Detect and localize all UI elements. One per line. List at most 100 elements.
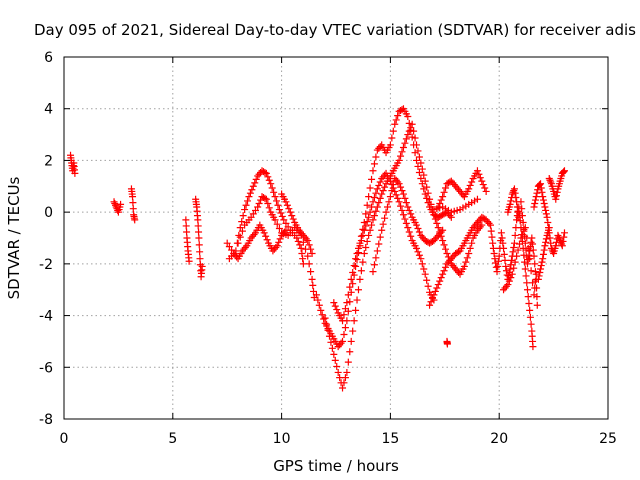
data-point bbox=[437, 196, 445, 204]
data-point bbox=[437, 228, 445, 236]
data-point bbox=[261, 168, 269, 176]
data-point bbox=[514, 246, 522, 254]
data-point bbox=[513, 203, 521, 211]
data-point bbox=[275, 238, 283, 246]
data-point bbox=[297, 244, 305, 252]
data-point bbox=[525, 251, 533, 259]
data-point bbox=[479, 181, 487, 189]
data-point bbox=[439, 270, 447, 278]
data-point bbox=[542, 206, 550, 214]
data-point bbox=[521, 232, 529, 240]
data-point bbox=[399, 190, 407, 198]
data-point bbox=[397, 152, 405, 160]
data-point bbox=[376, 194, 384, 202]
data-point bbox=[507, 197, 515, 205]
data-point bbox=[271, 193, 279, 201]
y-tick-label: 6 bbox=[44, 50, 53, 66]
data-point bbox=[543, 213, 551, 221]
data-point bbox=[344, 358, 352, 366]
data-point bbox=[315, 301, 323, 309]
data-point bbox=[508, 270, 516, 278]
data-point bbox=[286, 208, 294, 216]
data-point bbox=[495, 252, 503, 260]
data-point bbox=[394, 194, 402, 202]
data-point bbox=[194, 216, 202, 224]
data-point bbox=[262, 232, 270, 240]
data-point bbox=[385, 198, 393, 206]
data-point bbox=[522, 246, 530, 254]
data-point bbox=[545, 175, 553, 183]
data-point bbox=[524, 293, 532, 301]
data-point bbox=[410, 141, 418, 149]
data-point bbox=[238, 227, 246, 235]
data-point bbox=[353, 256, 361, 264]
data-point bbox=[526, 247, 534, 255]
data-point bbox=[354, 286, 362, 294]
data-point bbox=[394, 112, 402, 120]
data-point bbox=[519, 218, 527, 226]
data-point bbox=[375, 240, 383, 248]
data-point bbox=[402, 135, 410, 143]
data-point bbox=[246, 189, 254, 197]
data-point bbox=[533, 284, 541, 292]
data-point bbox=[320, 315, 328, 323]
data-point bbox=[524, 256, 532, 264]
data-point bbox=[533, 301, 541, 309]
data-point bbox=[545, 224, 553, 232]
data-point bbox=[373, 203, 381, 211]
data-point bbox=[278, 212, 286, 220]
x-tick-label: 10 bbox=[273, 431, 291, 447]
data-point bbox=[182, 216, 190, 224]
data-point bbox=[378, 190, 386, 198]
data-point bbox=[547, 239, 555, 247]
data-point bbox=[538, 258, 546, 266]
data-point bbox=[411, 149, 419, 157]
data-point bbox=[420, 185, 428, 193]
data-point bbox=[417, 175, 425, 183]
data-point bbox=[535, 272, 543, 280]
data-point bbox=[314, 296, 322, 304]
data-point bbox=[402, 199, 410, 207]
data-point bbox=[560, 168, 568, 176]
y-tick-label: -4 bbox=[39, 309, 53, 325]
data-point bbox=[510, 243, 518, 251]
data-point bbox=[324, 326, 332, 334]
data-point bbox=[530, 252, 538, 260]
data-point bbox=[414, 225, 422, 233]
data-point bbox=[386, 193, 394, 201]
data-point bbox=[350, 262, 358, 270]
data-point bbox=[423, 194, 431, 202]
data-point bbox=[372, 254, 380, 262]
data-point bbox=[340, 331, 348, 339]
data-point bbox=[426, 301, 434, 309]
data-point bbox=[433, 284, 441, 292]
data-point bbox=[502, 262, 510, 270]
data-point bbox=[533, 293, 541, 301]
data-point bbox=[509, 248, 517, 256]
data-point bbox=[465, 185, 473, 193]
data-point bbox=[328, 344, 336, 352]
data-point bbox=[395, 198, 403, 206]
data-point bbox=[523, 260, 531, 268]
data-point bbox=[398, 206, 406, 214]
data-point bbox=[198, 262, 206, 270]
data-point bbox=[398, 148, 406, 156]
data-point bbox=[369, 268, 377, 276]
x-axis-title: GPS time / hours bbox=[273, 457, 399, 475]
data-point bbox=[389, 127, 397, 135]
data-point bbox=[500, 250, 508, 258]
data-point bbox=[547, 178, 555, 186]
data-point bbox=[514, 208, 522, 216]
data-point bbox=[523, 286, 531, 294]
data-point bbox=[241, 206, 249, 214]
data-point bbox=[263, 236, 271, 244]
data-point bbox=[421, 270, 429, 278]
data-point bbox=[497, 229, 505, 237]
data-point bbox=[244, 197, 252, 205]
data-point bbox=[337, 339, 345, 347]
data-point bbox=[363, 237, 371, 245]
data-point bbox=[418, 260, 426, 268]
data-point bbox=[442, 184, 450, 192]
data-point bbox=[359, 258, 367, 266]
data-point bbox=[481, 184, 489, 192]
